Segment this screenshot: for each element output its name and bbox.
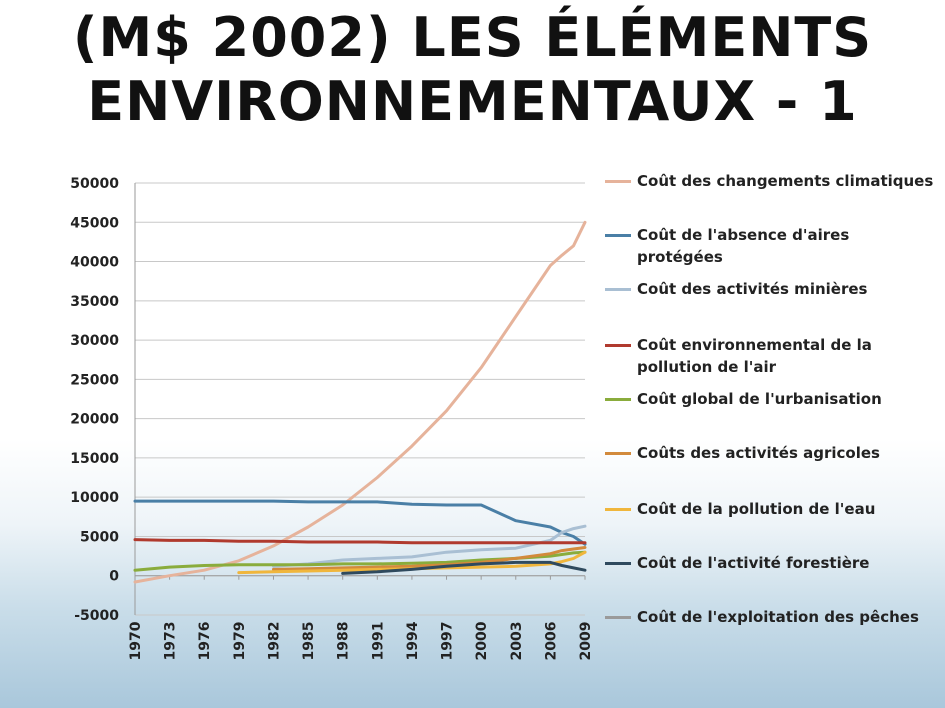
series-line	[133, 550, 587, 572]
slide-title-line-2: ENVIRONNEMENTAUX - 1	[87, 70, 858, 133]
legend-label: Coût des changements climatiques	[637, 172, 934, 190]
series-line	[272, 524, 587, 568]
slide-title-line-1: (M$ 2002) LES ÉLÉMENTS	[72, 6, 873, 69]
legend-label: Coûts des activités agricoles	[637, 444, 880, 462]
legend-label: Coût des activités minières	[637, 280, 868, 298]
x-tick-label: 1973	[163, 622, 179, 661]
chart-legend: Coût des changements climatiques Coût de …	[605, 170, 940, 660]
legend-label: Coût global de l'urbanisation	[637, 390, 882, 408]
legend-label: Coût de l'activité forestière	[637, 554, 870, 572]
y-tick-label: 35000	[70, 294, 119, 310]
legend-swatch	[605, 398, 631, 401]
y-tick-label: 10000	[70, 490, 119, 506]
x-tick-label: 2006	[543, 622, 559, 661]
y-tick-label: 40000	[70, 255, 119, 271]
x-tick-label: 1970	[128, 621, 144, 660]
y-tick-label: 50000	[70, 176, 119, 192]
y-tick-label: 5000	[80, 529, 119, 545]
x-tick-label: 2009	[578, 622, 594, 661]
series-line	[133, 538, 587, 545]
x-tick-label: 1976	[197, 622, 213, 661]
slide-title: (M$ 2002) LES ÉLÉMENTS ENVIRONNEMENTAUX …	[0, 6, 945, 134]
series-line	[237, 550, 587, 575]
y-tick-label: 20000	[70, 412, 119, 428]
legend-label: Coût environnemental de la pollution de …	[637, 336, 872, 376]
x-tick-label: 1982	[266, 622, 282, 661]
y-tick-label: 45000	[70, 215, 119, 231]
x-tick-label: 1991	[370, 622, 386, 661]
legend-swatch	[605, 452, 631, 455]
y-tick-label: 25000	[70, 372, 119, 388]
x-tick-label: 1988	[336, 622, 352, 661]
x-tick-label: 1985	[301, 622, 317, 661]
legend-swatch	[605, 288, 631, 291]
series-line	[341, 560, 587, 575]
x-tick-label: 1994	[405, 621, 421, 660]
series-line	[133, 499, 587, 546]
legend-label: Coût de l'absence d'aires protégées	[637, 226, 850, 266]
legend-swatch	[605, 508, 631, 511]
series-line	[272, 546, 587, 571]
x-tick-label: 2000	[474, 621, 490, 660]
legend-swatch	[605, 616, 631, 619]
legend-swatch	[605, 562, 631, 565]
x-tick-label: 1997	[440, 622, 456, 661]
legend-label: Coût de la pollution de l'eau	[637, 500, 876, 518]
legend-swatch	[605, 344, 631, 347]
legend-label: Coût de l'exploitation des pêches	[637, 608, 919, 626]
y-tick-label: 30000	[70, 333, 119, 349]
y-tick-label: 15000	[70, 451, 119, 467]
legend-swatch	[605, 180, 631, 183]
x-tick-label: 1979	[232, 622, 248, 661]
y-tick-label: -5000	[74, 608, 119, 624]
legend-swatch	[605, 234, 631, 237]
x-tick-label: 2003	[509, 622, 525, 661]
y-tick-label: 0	[109, 569, 119, 585]
series-line	[133, 220, 587, 584]
